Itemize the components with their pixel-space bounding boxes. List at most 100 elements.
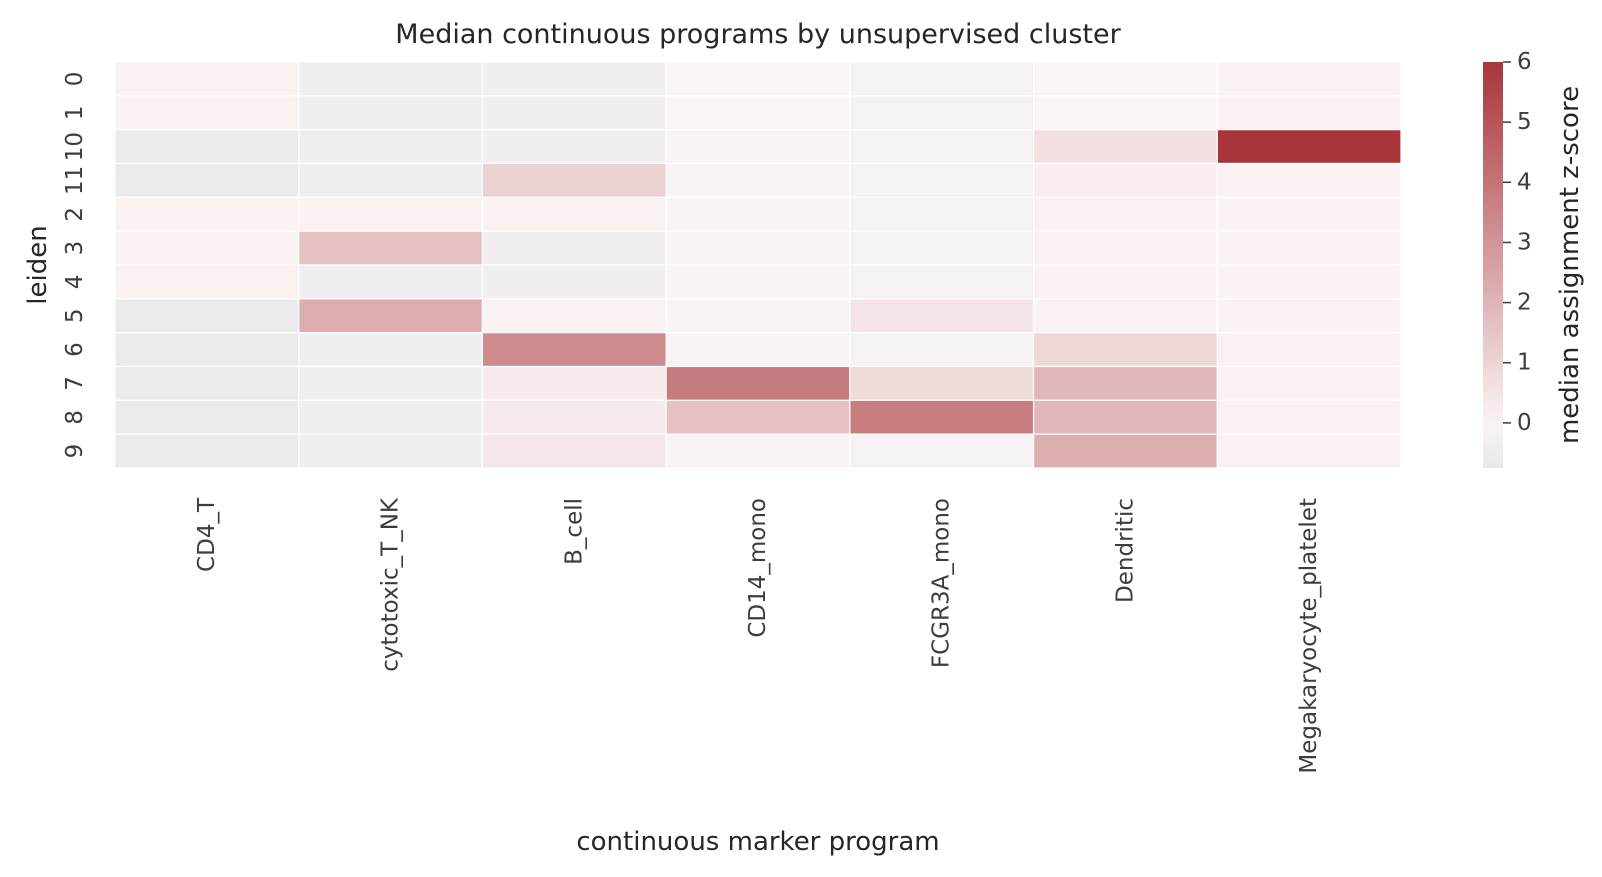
heatmap-cell-7-CD14_mono <box>665 365 851 401</box>
x-tick-labels: CD4_T cytotoxic_T_NK B_cell CD14_mono FCGR3A… <box>194 497 1322 774</box>
heatmap-cell-5-Megakaryocyte_platelet <box>1216 298 1402 334</box>
heatmap-cell-9-Megakaryocyte_platelet <box>1216 433 1402 469</box>
x-tick-label: FCGR3A_mono <box>929 498 955 668</box>
heatmap-cell-6-cytotoxic_T_NK <box>298 332 484 368</box>
colorbar <box>1483 62 1503 468</box>
heatmap-cell-4-Megakaryocyte_platelet <box>1216 264 1402 300</box>
heatmap-cell-2-B_cell <box>481 196 667 232</box>
y-tick-label: 11 <box>62 166 88 195</box>
y-tick-label: 9 <box>62 444 88 459</box>
x-tick-label: CD4_T <box>194 497 220 572</box>
heatmap-cell-8-CD4_T <box>114 399 300 435</box>
heatmap-cell-0-cytotoxic_T_NK <box>298 61 484 97</box>
heatmap-cell-9-cytotoxic_T_NK <box>298 433 484 469</box>
heatmap-cell-3-Dendritic <box>1032 230 1218 266</box>
y-tick-label: 1 <box>62 105 88 120</box>
heatmap-cell-5-FCGR3A_mono <box>849 298 1035 334</box>
x-tick-label: B_cell <box>561 498 587 565</box>
heatmap-cell-11-B_cell <box>481 162 667 198</box>
y-tick-label: 10 <box>62 132 88 161</box>
heatmap-cell-6-FCGR3A_mono <box>849 332 1035 368</box>
heatmap-cell-0-B_cell <box>481 61 667 97</box>
x-tick-label: cytotoxic_T_NK <box>378 497 404 672</box>
heatmap-cell-9-CD4_T <box>114 433 300 469</box>
heatmap-cell-1-Dendritic <box>1032 95 1218 131</box>
heatmap-cell-7-B_cell <box>481 365 667 401</box>
heatmap-cell-2-cytotoxic_T_NK <box>298 196 484 232</box>
heatmap-cell-11-Dendritic <box>1032 162 1218 198</box>
heatmap-cell-6-CD14_mono <box>665 332 851 368</box>
heatmap-cell-1-CD4_T <box>114 95 300 131</box>
y-axis-label: leiden <box>23 225 53 304</box>
heatmap-cell-11-CD14_mono <box>665 162 851 198</box>
heatmap-cell-2-CD14_mono <box>665 196 851 232</box>
heatmap-cell-4-CD14_mono <box>665 264 851 300</box>
heatmap-cell-0-Megakaryocyte_platelet <box>1216 61 1402 97</box>
y-tick-label: 3 <box>62 241 88 256</box>
heatmap-cell-11-CD4_T <box>114 162 300 198</box>
heatmap-cell-10-CD4_T <box>114 129 300 165</box>
heatmap-cell-3-CD14_mono <box>665 230 851 266</box>
x-axis-label: continuous marker program <box>576 827 939 857</box>
colorbar-tick-label: 5 <box>1517 109 1532 135</box>
heatmap-cell-11-cytotoxic_T_NK <box>298 162 484 198</box>
heatmap-cell-1-B_cell <box>481 95 667 131</box>
heatmap-cell-10-B_cell <box>481 129 667 165</box>
heatmap-cell-7-cytotoxic_T_NK <box>298 365 484 401</box>
heatmap-cell-5-cytotoxic_T_NK <box>298 298 484 334</box>
heatmap-cell-5-Dendritic <box>1032 298 1218 334</box>
colorbar-label: median assignment z-score <box>1555 86 1585 444</box>
heatmap-cell-1-CD14_mono <box>665 95 851 131</box>
y-tick-label: 4 <box>62 275 88 290</box>
heatmap-cell-0-FCGR3A_mono <box>849 61 1035 97</box>
heatmap-cell-2-Megakaryocyte_platelet <box>1216 196 1402 232</box>
heatmap-cell-2-CD4_T <box>114 196 300 232</box>
heatmap-cell-3-FCGR3A_mono <box>849 230 1035 266</box>
colorbar-tick-label: 6 <box>1517 49 1532 75</box>
heatmap-cell-6-B_cell <box>481 332 667 368</box>
y-tick-label: 7 <box>62 376 88 391</box>
heatmap-cell-4-cytotoxic_T_NK <box>298 264 484 300</box>
heatmap-cell-11-Megakaryocyte_platelet <box>1216 162 1402 198</box>
heatmap-cell-10-FCGR3A_mono <box>849 129 1035 165</box>
heatmap-cell-3-Megakaryocyte_platelet <box>1216 230 1402 266</box>
heatmap-cell-10-cytotoxic_T_NK <box>298 129 484 165</box>
heatmap-cell-6-Megakaryocyte_platelet <box>1216 332 1402 368</box>
heatmap-cell-3-cytotoxic_T_NK <box>298 230 484 266</box>
heatmap-cell-10-Dendritic <box>1032 129 1218 165</box>
heatmap-cell-0-CD14_mono <box>665 61 851 97</box>
heatmap-cell-8-B_cell <box>481 399 667 435</box>
colorbar-tick-label: 2 <box>1517 290 1532 316</box>
heatmap-cell-7-Megakaryocyte_platelet <box>1216 365 1402 401</box>
heatmap-cell-11-FCGR3A_mono <box>849 162 1035 198</box>
heatmap-cell-9-CD14_mono <box>665 433 851 469</box>
heatmap-cell-8-FCGR3A_mono <box>849 399 1035 435</box>
x-tick-label: Dendritic <box>1112 498 1138 603</box>
heatmap-cell-8-Megakaryocyte_platelet <box>1216 399 1402 435</box>
heatmap-cell-4-Dendritic <box>1032 264 1218 300</box>
heatmap-cell-10-Megakaryocyte_platelet <box>1216 129 1402 165</box>
x-tick-label: Megakaryocyte_platelet <box>1296 498 1322 774</box>
heatmap-cell-6-CD4_T <box>114 332 300 368</box>
colorbar-ticks: 0 1 2 3 4 5 6 <box>1503 49 1532 436</box>
y-tick-label: 6 <box>62 342 88 357</box>
heatmap-cell-5-B_cell <box>481 298 667 334</box>
heatmap-cell-4-FCGR3A_mono <box>849 264 1035 300</box>
heatmap-cell-7-CD4_T <box>114 365 300 401</box>
heatmap-cell-2-FCGR3A_mono <box>849 196 1035 232</box>
heatmap-cell-5-CD4_T <box>114 298 300 334</box>
y-tick-label: 5 <box>62 308 88 323</box>
heatmap-cell-9-Dendritic <box>1032 433 1218 469</box>
y-tick-label: 2 <box>62 207 88 222</box>
colorbar-tick-label: 0 <box>1517 410 1532 436</box>
heatmap-cell-9-B_cell <box>481 433 667 469</box>
y-tick-label: 8 <box>62 410 88 425</box>
x-tick-label: CD14_mono <box>745 498 771 638</box>
heatmap-cell-1-Megakaryocyte_platelet <box>1216 95 1402 131</box>
colorbar-tick-label: 3 <box>1517 229 1532 255</box>
heatmap-cell-1-FCGR3A_mono <box>849 95 1035 131</box>
heatmap-cell-7-Dendritic <box>1032 365 1218 401</box>
y-tick-labels: 0 1 10 11 2 3 4 5 6 7 8 9 <box>62 72 88 459</box>
heatmap-cell-5-CD14_mono <box>665 298 851 334</box>
